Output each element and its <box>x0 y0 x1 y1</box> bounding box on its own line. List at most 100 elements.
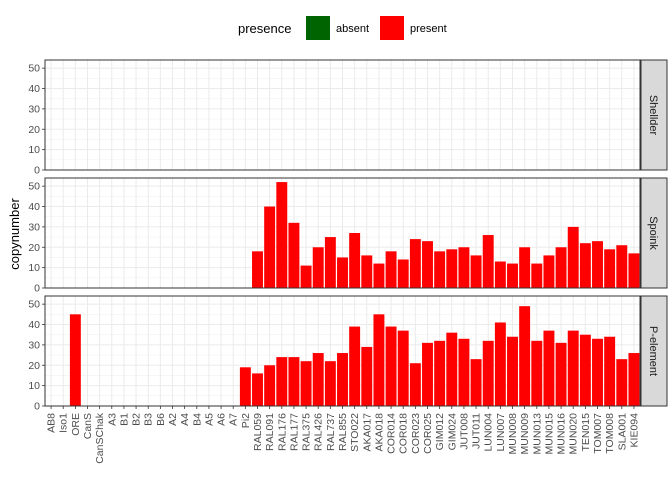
bar-spoink-cor025 <box>422 241 433 288</box>
legend: presence absent present <box>238 16 447 40</box>
y-tick-label: 10 <box>28 262 40 274</box>
x-tick-label: Pi2 <box>240 413 252 428</box>
bar-p-element-lun004 <box>482 340 494 406</box>
panel-border <box>44 59 641 171</box>
x-tick-label: KIE094 <box>628 413 640 448</box>
bar-p-element-tom008 <box>604 336 616 406</box>
x-tick-label: GIM024 <box>446 413 458 451</box>
x-tick-label: STO022 <box>349 413 361 452</box>
bar-p-element-cor023 <box>409 363 421 406</box>
y-tick-label: 30 <box>28 339 40 351</box>
x-tick-label: B3 <box>143 413 155 426</box>
panel-shellder: 0 10 20 30 40 50 Shellder <box>28 59 668 177</box>
x-tick-label: B4 <box>191 413 203 426</box>
legend-label-present: present <box>410 23 447 35</box>
bar-spoink-tom007 <box>592 241 603 288</box>
panel-spoink: 0 10 20 30 40 50 Spoink <box>28 177 668 295</box>
bar-p-element-gim024 <box>446 332 458 406</box>
bar-p-element-ral737 <box>324 361 336 406</box>
y-tick-label: 20 <box>28 360 40 372</box>
x-tick-label: AKA017 <box>361 413 373 452</box>
bar-p-element-jut011 <box>470 359 482 406</box>
x-tick-label: RAL091 <box>264 413 276 451</box>
bar-p-element-mun008 <box>507 336 518 406</box>
y-tick-label: 50 <box>28 63 40 75</box>
bar-p-element-aka017 <box>361 346 373 406</box>
bar-p-element-ral091 <box>264 365 276 406</box>
x-tick-label: A7 <box>228 413 240 426</box>
x-tick-label: MUN013 <box>531 413 543 455</box>
panel-p-element: 0 10 20 30 40 50 P-element <box>28 295 668 413</box>
bar-spoink-mun008 <box>507 263 518 288</box>
facet-strip <box>640 295 668 407</box>
x-tick-label: MUN015 <box>543 413 555 455</box>
bar-spoink-sla001 <box>616 245 628 288</box>
x-tick-label: LUN004 <box>483 413 495 452</box>
bar-spoink-mun015 <box>543 255 555 288</box>
y-tick-label: 40 <box>28 319 40 331</box>
x-tick-label: TEN015 <box>580 413 592 452</box>
bar-spoink-lun007 <box>494 261 506 288</box>
bar-spoink-ral375 <box>300 265 312 288</box>
bar-spoink-aka017 <box>361 255 373 288</box>
bar-spoink-kie094 <box>628 253 640 288</box>
bar-p-element-aka018 <box>373 314 385 406</box>
facet-strip <box>640 59 668 171</box>
x-tick-label: B1 <box>118 413 130 426</box>
x-tick-label: RAL059 <box>252 413 264 451</box>
bar-spoink-mun009 <box>519 247 531 288</box>
bar-p-element-jut008 <box>458 338 470 406</box>
x-tick-label: RAL737 <box>325 413 337 451</box>
bar-spoink-mun013 <box>531 263 543 288</box>
bar-spoink-ral177 <box>288 222 300 288</box>
x-tick-label: JUT011 <box>471 413 483 449</box>
bar-spoink-lun004 <box>482 235 494 288</box>
y-tick-label: 10 <box>28 144 40 156</box>
x-tick-label: RAL176 <box>276 413 288 451</box>
bar-p-element-ral375 <box>300 361 312 406</box>
y-tick-label: 0 <box>34 401 40 413</box>
bar-spoink-sto022 <box>349 233 361 288</box>
y-tick-label: 50 <box>28 299 40 311</box>
x-tick-label: SLA001 <box>616 413 628 451</box>
y-tick-label: 30 <box>28 103 40 115</box>
x-tick-label: JUT008 <box>458 413 470 450</box>
bar-p-element-mun009 <box>519 306 531 406</box>
x-tick-label: RAL426 <box>313 413 325 451</box>
bar-p-element-pi2 <box>239 367 251 406</box>
x-tick-label: COR025 <box>422 413 434 454</box>
x-tick-label: Iso1 <box>58 413 70 433</box>
x-tick-label: RAL375 <box>301 413 313 451</box>
bar-p-element-ral176 <box>276 357 288 406</box>
y-tick-label: 0 <box>34 283 40 295</box>
x-tick-label: A3 <box>106 413 118 426</box>
bar-p-element-mun016 <box>555 342 567 406</box>
bar-p-element-ten015 <box>579 334 591 406</box>
y-tick-label: 50 <box>28 181 40 193</box>
x-tick-label: MUN009 <box>519 413 531 455</box>
x-tick-label: AKA018 <box>373 413 385 452</box>
bar-spoink-ral426 <box>312 247 324 288</box>
facet-strip-label: P-element <box>647 326 659 376</box>
x-tick-label: A4 <box>179 413 191 426</box>
x-tick-label: TOM008 <box>604 413 616 454</box>
bar-spoink-mun016 <box>555 247 567 288</box>
x-tick-label: MUN008 <box>507 413 519 455</box>
bar-p-element-kie094 <box>628 353 640 406</box>
y-tick-label: 20 <box>28 242 40 254</box>
x-tick-label: COR014 <box>386 413 398 454</box>
bar-p-element-ral426 <box>312 353 324 406</box>
facet-strip-label: Spoink <box>647 216 659 250</box>
x-tick-label: ORE <box>70 413 82 436</box>
bar-spoink-ral737 <box>324 237 336 288</box>
bar-p-element-tom007 <box>592 338 603 406</box>
bar-p-element-cor018 <box>397 330 409 406</box>
legend-key-absent <box>306 16 330 40</box>
bar-p-element-sto022 <box>349 326 361 406</box>
x-tick-label: GIM012 <box>434 413 446 451</box>
x-tick-label: RAL855 <box>337 413 349 451</box>
x-tick-label: A6 <box>216 413 228 426</box>
bar-spoink-jut011 <box>470 255 482 288</box>
bar-p-element-cor014 <box>385 326 397 406</box>
bar-spoink-ral176 <box>276 182 288 288</box>
